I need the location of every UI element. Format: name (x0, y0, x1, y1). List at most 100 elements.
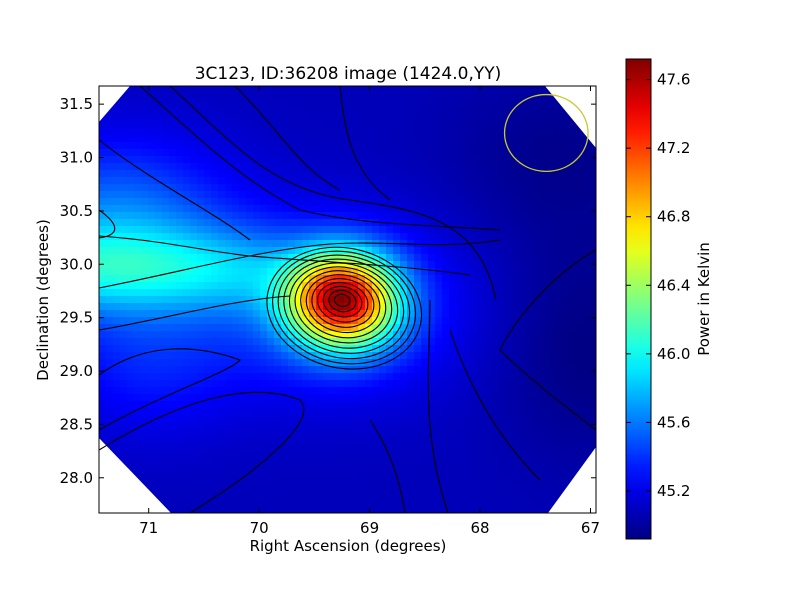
heatmap-cell (498, 366, 506, 374)
heatmap-cell (148, 296, 156, 304)
heatmap-cell (589, 289, 596, 297)
heatmap-cell (589, 387, 596, 395)
heatmap-cell (155, 317, 163, 325)
heatmap-cell (428, 394, 436, 402)
heatmap-cell (148, 275, 156, 283)
heatmap-cell (414, 478, 422, 486)
heatmap-cell (232, 415, 240, 423)
heatmap-cell (365, 93, 373, 101)
heatmap-cell (176, 163, 184, 171)
heatmap-cell (106, 296, 114, 304)
heatmap-cell (442, 373, 450, 381)
heatmap-cell (540, 142, 548, 150)
heatmap-cell (302, 254, 310, 262)
heatmap-cell (337, 450, 345, 458)
heatmap-cell (526, 450, 534, 458)
heatmap-cell (393, 261, 401, 269)
heatmap-cell (358, 289, 366, 297)
heatmap-cell (372, 436, 380, 444)
heatmap-cell (400, 338, 408, 346)
heatmap-cell (288, 485, 296, 493)
heatmap-cell (288, 464, 296, 472)
heatmap-cell (183, 450, 191, 458)
heatmap-cell (561, 205, 569, 213)
heatmap-cell (533, 275, 541, 283)
heatmap-cell (512, 282, 520, 290)
heatmap-cell (120, 401, 128, 409)
heatmap-cell (309, 492, 317, 500)
heatmap-cell (407, 492, 415, 500)
heatmap-cell (239, 443, 247, 451)
heatmap-cell (99, 317, 107, 325)
heatmap-cell (176, 289, 184, 297)
heatmap-cell (281, 296, 289, 304)
heatmap-cell (183, 226, 191, 234)
heatmap-cell (379, 338, 387, 346)
heatmap-cell (302, 324, 310, 332)
heatmap-cell (232, 485, 240, 493)
heatmap-cell (386, 226, 394, 234)
heatmap-cell (330, 506, 338, 513)
heatmap-cell (302, 93, 310, 101)
heatmap-cell (330, 331, 338, 339)
heatmap-cell (351, 156, 359, 164)
heatmap-cell (589, 366, 596, 374)
heatmap-cell (554, 450, 562, 458)
heatmap-cell (477, 380, 485, 388)
heatmap-cell (421, 205, 429, 213)
heatmap-cell (512, 317, 520, 325)
heatmap-cell (421, 436, 429, 444)
heatmap-cell (106, 212, 114, 220)
heatmap-cell (519, 226, 527, 234)
heatmap-cell (148, 198, 156, 206)
heatmap-cell (155, 324, 163, 332)
heatmap-cell (491, 415, 499, 423)
heatmap-cell (211, 114, 219, 122)
heatmap-cell (246, 401, 254, 409)
heatmap-cell (393, 450, 401, 458)
heatmap-cell (204, 352, 212, 360)
heatmap-cell (582, 261, 590, 269)
heatmap-cell (561, 198, 569, 206)
heatmap-cell (295, 429, 303, 437)
heatmap-cell (246, 114, 254, 122)
heatmap-cell (526, 310, 534, 318)
heatmap-cell (519, 464, 527, 472)
heatmap-cell (442, 317, 450, 325)
heatmap-cell (512, 240, 520, 248)
heatmap-cell (575, 198, 583, 206)
heatmap-cell (561, 191, 569, 199)
heatmap-cell (449, 415, 457, 423)
heatmap-cell (463, 324, 471, 332)
heatmap-cell (274, 506, 282, 513)
heatmap-cell (274, 142, 282, 150)
heatmap-cell (211, 471, 219, 479)
heatmap-cell (316, 331, 324, 339)
heatmap-cell (428, 205, 436, 213)
heatmap-cell (484, 415, 492, 423)
heatmap-cell (407, 135, 415, 143)
heatmap-cell (379, 149, 387, 157)
heatmap-cell (463, 233, 471, 241)
heatmap-cell (414, 114, 422, 122)
heatmap-cell (456, 394, 464, 402)
heatmap-cell (225, 86, 233, 94)
heatmap-cell (127, 100, 135, 108)
heatmap-cell (449, 436, 457, 444)
heatmap-cell (463, 303, 471, 311)
heatmap-cell (547, 205, 555, 213)
heatmap-cell (435, 149, 443, 157)
heatmap-cell (302, 359, 310, 367)
heatmap-cell (134, 296, 142, 304)
heatmap-cell (169, 310, 177, 318)
heatmap-cell (547, 408, 555, 416)
heatmap-cell (582, 310, 590, 318)
heatmap-cell (274, 324, 282, 332)
heatmap-cell (470, 485, 478, 493)
heatmap-cell (477, 478, 485, 486)
heatmap-cell (561, 226, 569, 234)
image-corner-mask (99, 438, 171, 513)
heatmap-cell (512, 471, 520, 479)
heatmap-cell (274, 163, 282, 171)
heatmap-cell (414, 464, 422, 472)
